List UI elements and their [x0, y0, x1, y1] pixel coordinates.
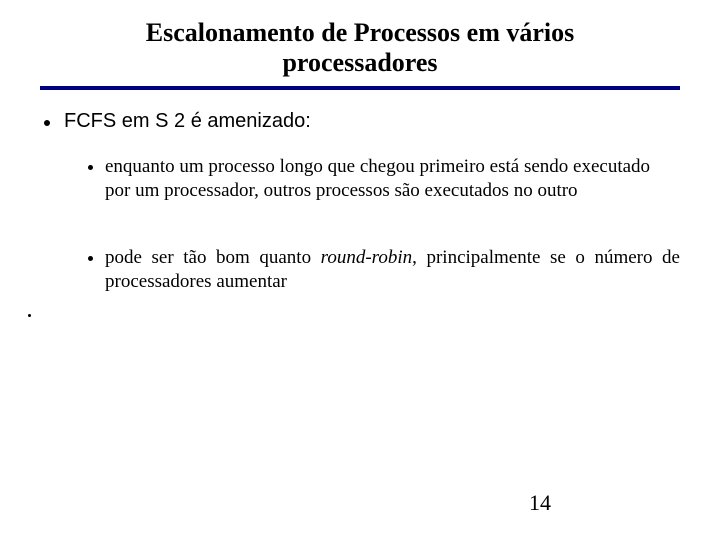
- stray-dot-icon: [28, 314, 31, 317]
- bullet-dot-icon: [88, 165, 93, 170]
- bullet-dot-icon: [44, 120, 50, 126]
- sub-bullet-2-part-a: pode ser tão bom quanto: [105, 247, 321, 268]
- bullet-dot-icon: [88, 256, 93, 261]
- sub-bullet-1-text: enquanto um processo longo que chegou pr…: [105, 155, 680, 203]
- title-line-1: Escalonamento de Processos em vários: [146, 18, 574, 47]
- page-number: 14: [0, 490, 720, 516]
- bullet-main-text: FCFS em S 2 é amenizado:: [64, 110, 311, 133]
- bullet-level-2: enquanto um processo longo que chegou pr…: [88, 155, 680, 203]
- slide-title: Escalonamento de Processos em vários pro…: [40, 18, 680, 84]
- bullet-level-2: pode ser tão bom quanto round-robin, pri…: [88, 246, 680, 294]
- bullet-level-1: FCFS em S 2 é amenizado:: [40, 110, 680, 133]
- sub-bullet-2-emphasis: round-robin: [321, 247, 412, 268]
- sub-bullet-2-text: pode ser tão bom quanto round-robin, pri…: [105, 246, 680, 294]
- title-line-2: processadores: [282, 48, 437, 77]
- slide-container: Escalonamento de Processos em vários pro…: [0, 0, 720, 540]
- title-underline: [40, 86, 680, 90]
